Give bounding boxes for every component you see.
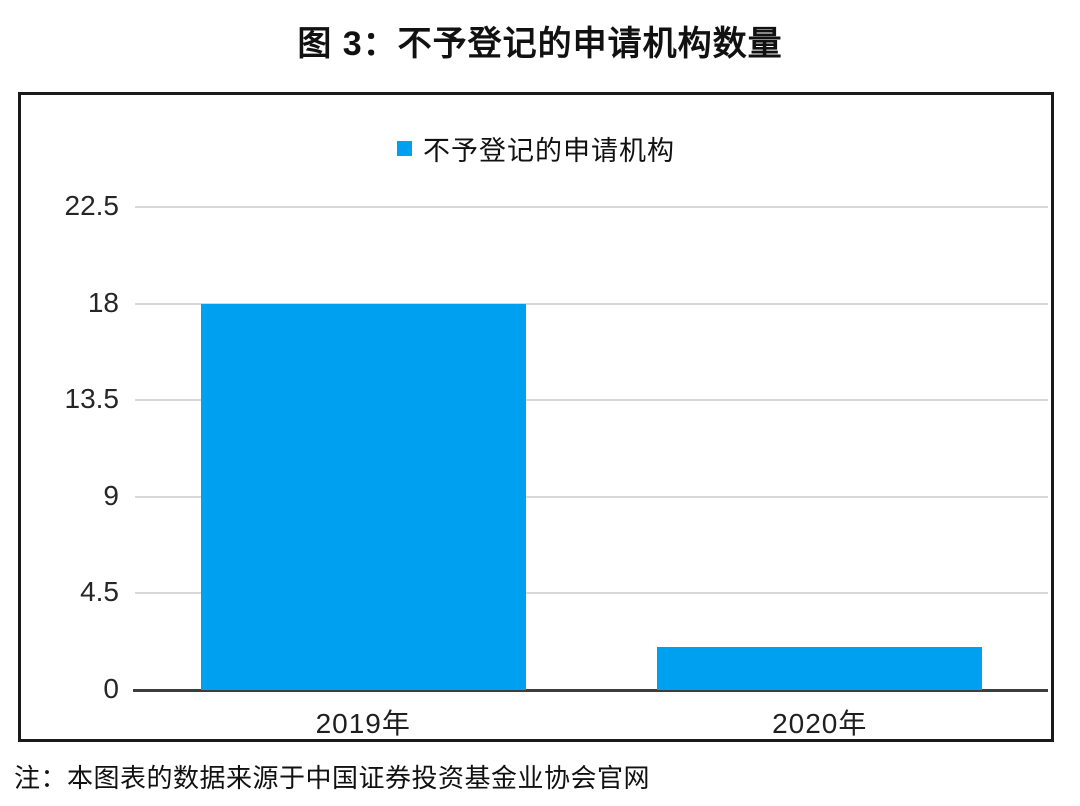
legend-square-swatch-icon — [397, 141, 412, 156]
gridline — [135, 302, 1048, 305]
legend-label: 不予登记的申请机构 — [423, 136, 675, 166]
y-tick-label: 9 — [103, 479, 119, 511]
gridline — [135, 399, 1048, 402]
x-axis-line — [133, 689, 1048, 692]
figure-title: 图 3：不予登记的申请机构数量 — [297, 25, 783, 63]
gridline — [135, 592, 1048, 595]
bar-2020 — [657, 647, 983, 690]
legend: 不予登记的申请机构 — [21, 129, 1051, 168]
source-note: 注：本图表的数据来源于中国证券投资基金业协会官网 — [14, 763, 651, 793]
plot-area: 0 4.5 9 13.5 18 22.5 2019年 2020年 — [65, 190, 1048, 739]
gridline — [135, 495, 1048, 498]
gridline — [135, 206, 1048, 209]
y-tick-label: 4.5 — [80, 576, 119, 608]
y-tick-label: 18 — [87, 286, 119, 318]
y-tick-label: 13.5 — [64, 383, 120, 415]
bar-2019 — [200, 304, 526, 690]
x-tick-label: 2019年 — [315, 708, 411, 739]
chart-frame: 不予登记的申请机构 0 4.5 9 13.5 18 22.5 2019年 2020年 — [18, 92, 1054, 742]
y-tick-label: 0 — [103, 673, 119, 704]
y-tick-label: 22.5 — [64, 190, 120, 221]
x-tick-label: 2020年 — [772, 708, 868, 739]
